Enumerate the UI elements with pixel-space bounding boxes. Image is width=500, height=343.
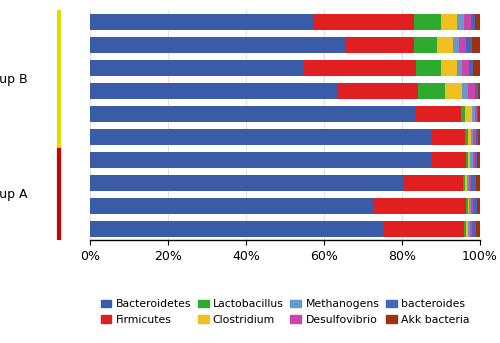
Bar xyxy=(90,175,404,191)
Bar xyxy=(478,83,480,99)
Bar xyxy=(465,129,468,145)
Bar xyxy=(475,83,478,99)
Bar xyxy=(462,60,469,76)
Bar xyxy=(418,83,445,99)
Bar xyxy=(90,152,431,168)
Bar xyxy=(469,175,471,191)
Bar xyxy=(466,198,468,214)
Bar xyxy=(470,221,472,237)
Bar xyxy=(478,106,480,122)
Bar xyxy=(456,14,464,30)
Bar xyxy=(302,60,416,76)
Bar xyxy=(472,106,474,122)
Bar xyxy=(384,221,464,237)
Bar xyxy=(474,198,477,214)
Bar xyxy=(465,106,472,122)
Bar xyxy=(468,198,469,214)
Bar xyxy=(474,106,477,122)
Bar xyxy=(90,83,338,99)
Bar xyxy=(476,129,478,145)
Bar xyxy=(432,129,465,145)
Bar xyxy=(452,37,458,53)
Bar xyxy=(437,37,452,53)
Bar xyxy=(472,37,480,53)
Bar xyxy=(478,129,480,145)
Text: Group A: Group A xyxy=(0,188,28,201)
Bar xyxy=(90,198,373,214)
Bar xyxy=(475,152,478,168)
Bar xyxy=(338,83,417,99)
Bar xyxy=(90,60,302,76)
Bar xyxy=(470,14,476,30)
Bar xyxy=(477,106,478,122)
Bar xyxy=(460,106,465,122)
Bar xyxy=(458,37,466,53)
Bar xyxy=(468,83,475,99)
Bar xyxy=(473,60,480,76)
Bar xyxy=(466,152,468,168)
Bar xyxy=(416,60,441,76)
Bar xyxy=(414,14,441,30)
Bar xyxy=(471,175,476,191)
Bar xyxy=(456,60,462,76)
Bar xyxy=(90,106,416,122)
Bar xyxy=(477,198,480,214)
Bar xyxy=(472,198,474,214)
Bar xyxy=(472,152,475,168)
Bar xyxy=(346,37,414,53)
Bar xyxy=(90,221,384,237)
Bar xyxy=(462,83,468,99)
Bar xyxy=(373,198,466,214)
Bar xyxy=(441,14,456,30)
Bar xyxy=(90,37,345,53)
Bar xyxy=(90,129,432,145)
Bar xyxy=(470,198,472,214)
Bar xyxy=(472,221,476,237)
Bar xyxy=(464,14,470,30)
Bar xyxy=(476,221,480,237)
Bar xyxy=(404,175,463,191)
Bar xyxy=(468,221,470,237)
Bar xyxy=(466,221,468,237)
Bar xyxy=(478,152,480,168)
Bar xyxy=(468,129,471,145)
Bar xyxy=(463,175,465,191)
Bar xyxy=(464,221,466,237)
Bar xyxy=(476,14,480,30)
Bar xyxy=(441,60,456,76)
Bar xyxy=(314,14,414,30)
Bar xyxy=(468,152,470,168)
Bar xyxy=(469,60,473,76)
Bar xyxy=(466,37,472,53)
Bar xyxy=(465,175,467,191)
Bar xyxy=(431,152,466,168)
Text: Group B: Group B xyxy=(0,73,28,86)
Bar xyxy=(90,14,314,30)
Bar xyxy=(467,175,469,191)
Legend: Bacteroidetes, Firmicutes, Lactobacillus, Clostridium, Methanogens, Desulfovibri: Bacteroidetes, Firmicutes, Lactobacillus… xyxy=(98,296,472,328)
Bar xyxy=(416,106,461,122)
Bar xyxy=(471,129,474,145)
Bar xyxy=(470,152,472,168)
Bar xyxy=(474,129,476,145)
Bar xyxy=(445,83,462,99)
Bar xyxy=(476,175,480,191)
Bar xyxy=(414,37,437,53)
